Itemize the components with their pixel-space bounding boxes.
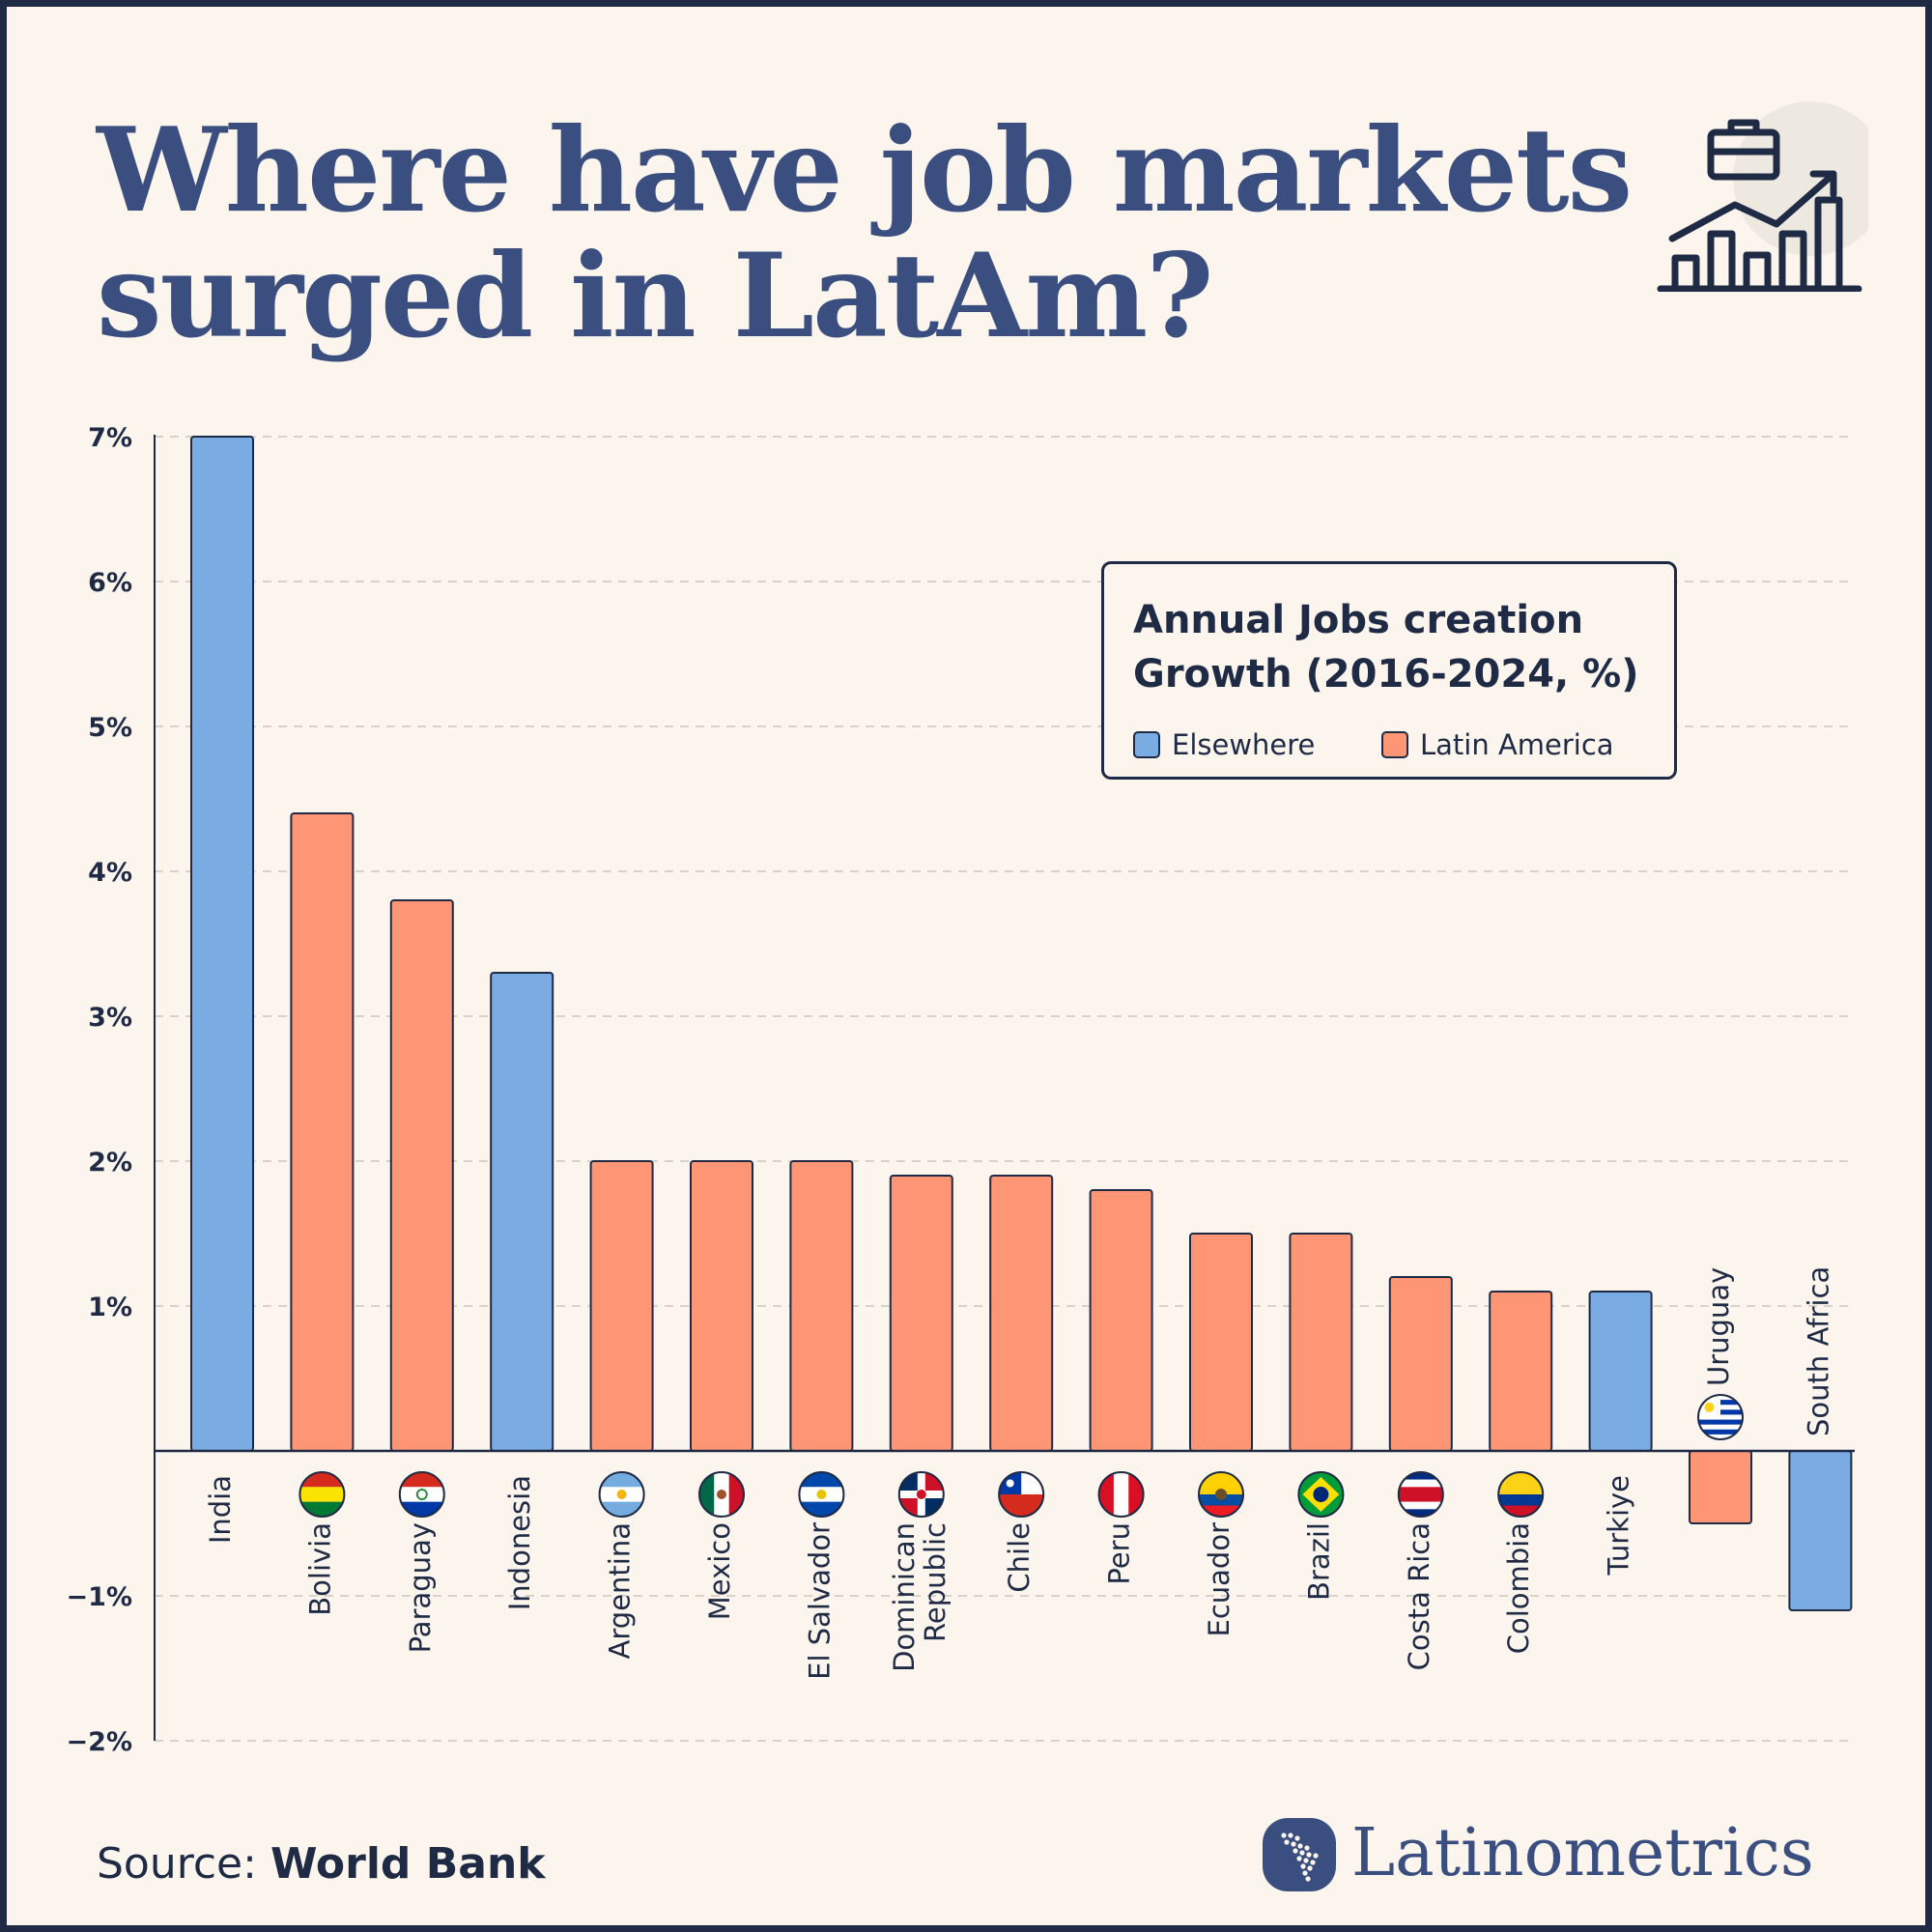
flag-ecuador-icon (1198, 1471, 1244, 1518)
y-tick-label: 4% (88, 858, 132, 888)
x-category-label: Dominican (888, 1522, 921, 1672)
infographic-frame: Where have job markets surged in LatAm? … (7, 7, 1925, 1925)
x-category-label: Costa Rica (1403, 1522, 1435, 1670)
bar-el-salvador (789, 1160, 854, 1452)
flag-paraguay-icon (398, 1471, 445, 1518)
x-category-label: Indonesia (503, 1475, 536, 1610)
x-category-label: India (204, 1475, 237, 1544)
legend-item-latam: Latin America (1381, 728, 1614, 761)
bar-chile (989, 1175, 1054, 1452)
legend-label-latam: Latin America (1420, 728, 1614, 761)
flag-colombia-icon (1497, 1471, 1545, 1518)
source-note: Source: World Bank (97, 1837, 546, 1891)
y-tick-label: −2% (67, 1727, 132, 1757)
bar-argentina (589, 1160, 654, 1452)
x-category-label: Peru (1103, 1522, 1136, 1585)
x-category-label: Bolivia (303, 1522, 336, 1616)
legend-swatch-latam (1381, 731, 1408, 758)
flag-el-salvador-icon (798, 1471, 845, 1518)
chart-title: Where have job markets surged in LatAm? (97, 102, 1633, 364)
x-category-label: Argentina (604, 1522, 637, 1659)
bar-india (190, 436, 254, 1452)
legend: Annual Jobs creation Growth (2016-2024, … (1101, 561, 1677, 780)
bar-peru (1089, 1189, 1153, 1452)
flag-chile-icon (998, 1471, 1045, 1518)
flag-dominican-republic-icon (897, 1471, 945, 1518)
chart-title-line-1: Where have job markets (97, 102, 1633, 239)
flag-mexico-icon (698, 1471, 745, 1518)
bar-paraguay (389, 899, 454, 1452)
chart-title-line-2: surged in LatAm? (97, 228, 1214, 364)
x-category-label: Mexico (703, 1522, 736, 1620)
flag-costa-rica-icon (1397, 1471, 1444, 1518)
bar-south-africa (1788, 1450, 1853, 1611)
source-prefix: Source: (97, 1839, 270, 1889)
brand: Latinometrics (1263, 1815, 1861, 1892)
x-category-label: Ecuador (1203, 1522, 1236, 1637)
x-category-label: South Africa (1802, 1266, 1834, 1436)
x-category-label: Turkiye (1603, 1475, 1635, 1576)
flag-uruguay-icon (1697, 1394, 1744, 1440)
y-tick-label: 5% (88, 713, 132, 743)
bar-ecuador (1189, 1233, 1253, 1452)
briefcase-growth-chart-icon (1657, 101, 1868, 292)
x-category-label: Colombia (1502, 1522, 1535, 1654)
bar-colombia (1489, 1291, 1553, 1452)
legend-swatch-elsewhere (1133, 731, 1160, 758)
y-tick-label: −1% (67, 1582, 132, 1612)
bar-turkiye (1588, 1291, 1653, 1452)
x-category-label: Paraguay (404, 1522, 437, 1653)
y-tick-label: 6% (88, 568, 132, 598)
y-tick-label: 3% (88, 1003, 132, 1033)
legend-item-elsewhere: Elsewhere (1133, 728, 1315, 761)
bar-brazil (1289, 1233, 1353, 1452)
y-tick-label: 7% (88, 423, 132, 453)
flag-argentina-icon (598, 1471, 645, 1518)
bar-costa-rica (1388, 1276, 1453, 1452)
legend-label-elsewhere: Elsewhere (1172, 728, 1316, 761)
flag-brazil-icon (1297, 1471, 1345, 1518)
bar-mexico (690, 1160, 753, 1452)
bar-dominican-republic (889, 1175, 953, 1452)
latinometrics-logo-icon (1263, 1818, 1336, 1891)
flag-peru-icon (1097, 1471, 1145, 1518)
bar-uruguay (1689, 1450, 1752, 1524)
flag-bolivia-icon (298, 1471, 346, 1518)
x-category-label: Uruguay (1702, 1267, 1735, 1386)
x-category-label: El Salvador (803, 1522, 836, 1680)
y-tick-label: 1% (88, 1293, 132, 1322)
bar-chart: 7% 6% 5% 4% 3% 2% 1% −1% −2% India Bolivia Paraguay… (67, 423, 1855, 1757)
x-category-label: Chile (1003, 1522, 1036, 1593)
x-category-label: Brazil (1302, 1522, 1335, 1601)
bar-bolivia (290, 812, 355, 1452)
legend-title: Annual Jobs creation Growth (2016-2024, … (1133, 598, 1639, 696)
source-name: World Bank (270, 1839, 546, 1889)
bar-indonesia (490, 972, 554, 1452)
y-tick-label: 2% (88, 1148, 132, 1178)
x-category-label: Republic (919, 1522, 952, 1642)
brand-name: Latinometrics (1351, 1815, 1814, 1891)
